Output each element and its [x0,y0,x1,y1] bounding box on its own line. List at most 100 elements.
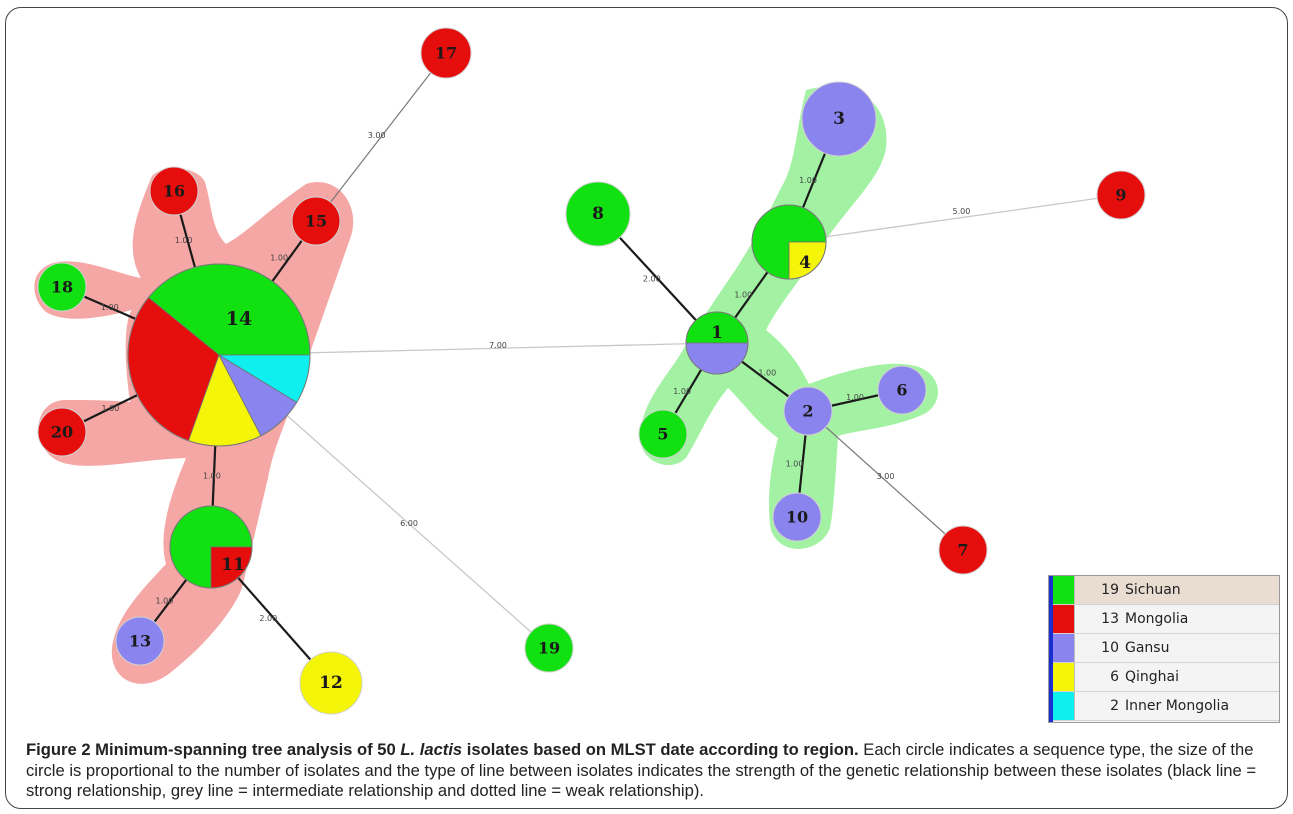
node-label-7: 7 [957,541,968,560]
node-9: 9 [1096,170,1146,220]
legend-count: 13 [1101,611,1119,627]
node-14: 14 [127,263,311,447]
legend-count: 2 [1110,698,1119,714]
edge-label-4-3: 1.00 [799,176,817,185]
edge-label-11-12: 2.00 [259,614,277,623]
edge-label-15-17: 3.00 [368,131,386,140]
caption-text: Each circle indicates a sequence type, t… [26,740,1257,800]
minimum-spanning-tree: 1.00 1.00 1.00 1.00 1.00 3.00 1.00 2.00 6.00 7.00… [34,27,1146,715]
legend-swatch [1053,692,1075,720]
legend-panel: 19 Sichuan 13 Mongolia 10 Gansu 6 Qinghai 2 Inner… [1048,575,1280,723]
node-18-slice-0 [37,262,87,312]
edge-label-14-15: 1.00 [270,253,288,262]
legend-label: Mongolia [1125,611,1189,627]
node-label-13: 13 [129,632,151,651]
node-label-14: 14 [226,308,252,330]
legend-count: 10 [1101,640,1119,656]
edge-label-14-11: 1.00 [203,471,221,480]
figure-caption: Figure 2 Minimum-spanning tree analysis … [26,740,1284,802]
node-label-4: 4 [799,253,811,273]
node-17: 17 [420,27,472,79]
edge-label-14-19: 6.00 [400,519,418,528]
node-label-10: 10 [786,508,808,527]
node-12-slice-0 [299,651,363,715]
edge-label-2-6: 1.00 [846,393,864,402]
node-15-slice-0 [291,196,341,246]
node-1-outline [685,311,749,375]
legend-item-qinghai[interactable]: 6 Qinghai [1053,663,1279,692]
node-label-16: 16 [163,182,185,201]
legend-swatch [1053,663,1075,691]
legend-item-mongolia[interactable]: 13 Mongolia [1053,605,1279,634]
node-label-3: 3 [833,109,845,129]
node-2-slice-0 [783,386,833,436]
legend-item-inner-mongolia[interactable]: 2 Inner Mongolia [1053,692,1279,721]
node-7-slice-0 [938,525,988,575]
node-20-slice-0 [37,407,87,457]
legend-label: Gansu [1125,640,1170,656]
edge-label-1-8: 2.00 [643,274,661,283]
figure-frame: 1.00 1.00 1.00 1.00 1.00 3.00 1.00 2.00 6.00 7.00… [5,7,1288,809]
edge-label-14-18: 1.00 [101,303,119,312]
legend-label: Inner Mongolia [1125,698,1230,714]
edge-label-2-7: 3.00 [877,472,895,481]
edge-label-1-2: 1.00 [758,369,776,378]
node-5-slice-0 [638,409,688,459]
node-17-slice-0 [420,27,472,79]
legend-scroll-bar [1049,576,1053,722]
node-14-outline [127,263,311,447]
edge-label-11-13: 1.00 [155,596,173,605]
node-13: 13 [115,616,165,666]
node-11: 11 [169,505,253,589]
legend-swatch [1053,634,1075,662]
edge-label-14-20: 1.00 [102,404,120,413]
edge-15-17 [315,52,447,222]
node-4: 4 [751,204,827,280]
node-19: 19 [524,623,574,673]
legend-swatch [1053,605,1075,633]
edge-label-4-9: 5.00 [953,207,971,216]
node-label-9: 9 [1115,186,1126,205]
edge-label-1-4: 1.00 [734,290,752,299]
node-label-6: 6 [896,381,907,400]
node-label-1: 1 [711,323,723,343]
node-6-slice-0 [877,365,927,415]
node-label-20: 20 [51,423,73,442]
node-label-17: 17 [435,44,457,63]
legend-item-gansu[interactable]: 10 Gansu [1053,634,1279,663]
node-10: 10 [772,492,822,542]
node-5: 5 [638,409,688,459]
node-2: 2 [783,386,833,436]
node-12: 12 [299,651,363,715]
edge-label-2-10: 1.00 [786,460,804,469]
node-3-slice-0 [801,81,877,157]
node-11-outline [169,505,253,589]
caption-title: Figure 2 Minimum-spanning tree analysis … [26,740,859,759]
node-16: 16 [149,166,199,216]
node-7: 7 [938,525,988,575]
node-4-outline [751,204,827,280]
legend-label: Sichuan [1125,582,1181,598]
node-13-slice-0 [115,616,165,666]
node-label-19: 19 [538,639,560,658]
node-19-slice-0 [524,623,574,673]
node-18: 18 [37,262,87,312]
legend-swatch [1053,576,1075,604]
legend-item-sichuan[interactable]: 19 Sichuan [1053,576,1279,605]
node-16-slice-0 [149,166,199,216]
legend-label: Qinghai [1125,669,1180,685]
node-label-12: 12 [319,673,343,693]
node-3: 3 [801,81,877,157]
edge-labels-layer: 1.00 1.00 1.00 1.00 1.00 3.00 1.00 2.00 6.00 7.00… [101,131,970,623]
node-9-slice-0 [1096,170,1146,220]
edge-label-1-5: 1.00 [673,387,691,396]
node-1: 1 [685,311,749,375]
node-15: 15 [291,196,341,246]
edge-label-14-16: 1.00 [175,236,193,245]
node-label-2: 2 [802,402,813,421]
node-10-slice-0 [772,492,822,542]
edge-4-9 [788,194,1122,243]
node-20: 20 [37,407,87,457]
node-label-15: 15 [305,212,327,231]
